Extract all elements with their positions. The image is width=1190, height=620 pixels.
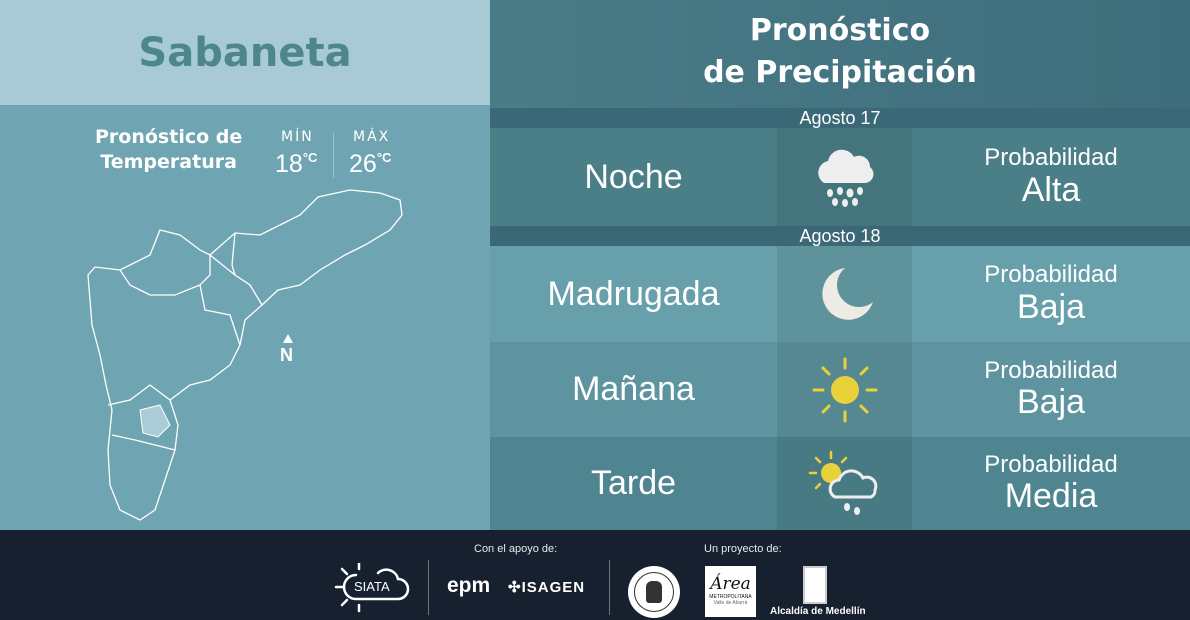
- max-temp: 26: [349, 150, 377, 178]
- forecast-row: Noche Probabilidad Alta: [490, 128, 1190, 226]
- moon-icon: [777, 246, 912, 342]
- location-header: Sabaneta: [0, 0, 490, 105]
- sun-icon: [777, 342, 912, 437]
- probability-level: Media: [1004, 477, 1098, 515]
- precipitation-title: Pronóstico de Precipitación: [490, 0, 1190, 108]
- period-label: Noche: [584, 157, 683, 196]
- probability-label: Probabilidad: [984, 450, 1118, 478]
- alcaldia-label: Alcaldía de Medellín: [770, 606, 866, 617]
- max-value: 26°C: [349, 150, 391, 179]
- location-title: Sabaneta: [138, 29, 352, 76]
- period-label: Mañana: [572, 370, 695, 408]
- isagen-text: ISAGEN: [521, 579, 586, 596]
- precipitation-panel: Pronóstico de Precipitación Agosto 17 Noc…: [490, 0, 1190, 530]
- precipitation-title-line1: Pronóstico: [749, 13, 931, 48]
- map-panel: Pronóstico de Temperatura MÍN 18°C MÁX 26…: [0, 105, 490, 530]
- forecast-row: Mañana Probabilidad Baja: [490, 342, 1190, 437]
- probability-label: Probabilidad: [984, 144, 1118, 172]
- north-arrow-icon: [283, 334, 293, 343]
- period-label: Tarde: [590, 464, 677, 502]
- medellin-seal-logo: [628, 566, 680, 618]
- forecast-row: Madrugada Probabilidad Baja: [490, 246, 1190, 342]
- support-label: Con el apoyo de:: [474, 543, 558, 555]
- min-label: MÍN: [281, 129, 314, 145]
- probability-label: Probabilidad: [984, 261, 1118, 289]
- temperature-title-line1: Pronóstico de: [95, 126, 243, 148]
- temperature-title-line2: Temperatura: [100, 151, 237, 173]
- rain-cloud-icon: [777, 128, 912, 226]
- isagen-logo: ✣ISAGEN: [508, 579, 586, 596]
- unit: °C: [302, 150, 318, 165]
- area-metropolitana-logo: Área METROPOLITANA Valle de Aburrá: [705, 566, 756, 617]
- probability-label: Probabilidad: [984, 356, 1118, 384]
- unit: °C: [376, 150, 392, 165]
- area-script: Área: [710, 574, 751, 594]
- max-label: MÁX: [353, 129, 391, 145]
- probability-level: Baja: [1016, 383, 1086, 421]
- date-bar: Agosto 17: [490, 108, 1190, 128]
- epm-logo: epm: [447, 574, 491, 597]
- period-label: Madrugada: [547, 274, 720, 313]
- sun-rain-cloud-icon: [777, 437, 912, 530]
- temperature-title: Pronóstico de Temperatura: [95, 125, 242, 175]
- min-temp: 18: [275, 150, 303, 178]
- min-value: 18°C: [275, 150, 317, 179]
- probability-level: Alta: [1021, 170, 1081, 209]
- alcaldia-crest-icon: [803, 566, 827, 604]
- precipitation-title-line2: de Precipitación: [703, 55, 977, 90]
- project-label: Un proyecto de:: [704, 543, 782, 555]
- probability-level: Baja: [1016, 287, 1086, 326]
- municipality-map: [87, 189, 403, 521]
- siata-logo: SIATA: [334, 563, 414, 613]
- siata-text: SIATA: [354, 579, 390, 594]
- area-sub2: Valle de Aburrá: [713, 600, 748, 606]
- north-label: N: [280, 345, 293, 365]
- forecast-row: Tarde Probabilidad Media: [490, 437, 1190, 530]
- area-sub1: METROPOLITANA: [709, 594, 752, 600]
- footer: Con el apoyo de: Un proyecto de: SIATA e…: [0, 530, 1190, 620]
- date-bar: Agosto 18: [490, 226, 1190, 246]
